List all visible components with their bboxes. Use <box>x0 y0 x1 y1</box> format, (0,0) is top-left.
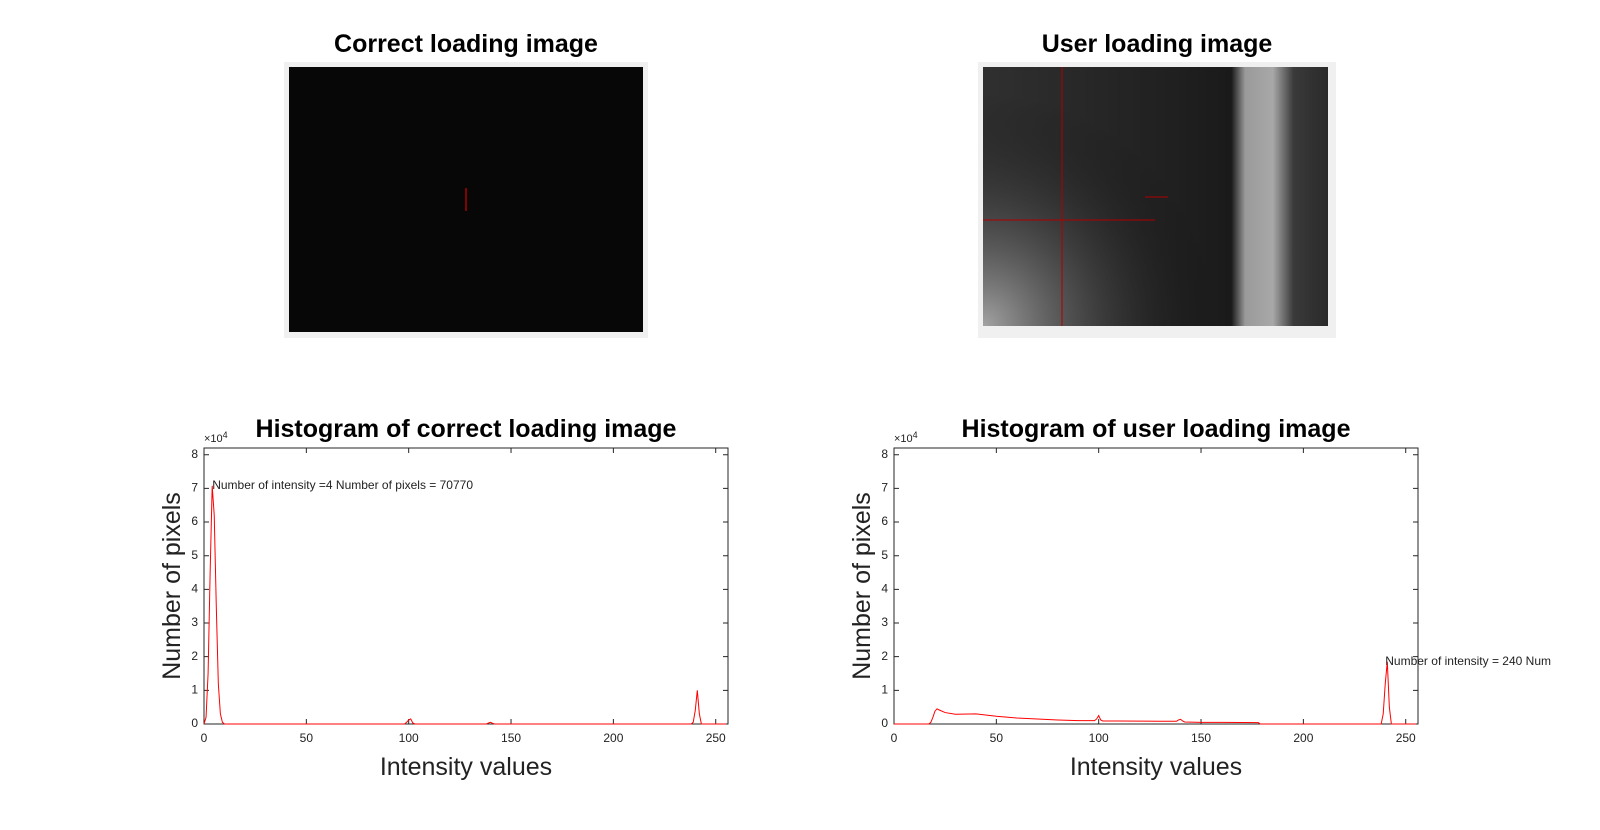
chart-title: Histogram of correct loading image <box>256 415 677 443</box>
multiplier-base: ×10 <box>894 433 913 445</box>
y-multiplier: ×104 <box>204 430 228 445</box>
x-tick-label: 150 <box>501 731 521 745</box>
x-tick-label: 200 <box>1293 731 1313 745</box>
y-tick-label: 1 <box>881 683 888 697</box>
image-shading <box>983 67 1243 326</box>
y-tick-label: 1 <box>191 683 198 697</box>
y-tick-label: 0 <box>881 716 888 730</box>
plot-area <box>203 447 729 725</box>
y-tick-label: 2 <box>191 649 198 663</box>
multiplier-base: ×10 <box>204 433 223 445</box>
x-tick-label: 50 <box>990 731 1004 745</box>
image-title: User loading image <box>1042 30 1273 58</box>
y-tick-label: 7 <box>191 481 198 495</box>
x-tick-label: 250 <box>1396 731 1416 745</box>
x-axis-label: Intensity values <box>380 753 552 781</box>
x-axis-label: Intensity values <box>1070 753 1242 781</box>
x-tick-label: 50 <box>300 731 314 745</box>
y-axis-label: Number of pixels <box>158 492 186 680</box>
y-tick-label: 4 <box>191 582 198 596</box>
y-axis-label: Number of pixels <box>848 492 876 680</box>
x-tick-label: 200 <box>603 731 623 745</box>
histogram-line <box>894 661 1416 725</box>
y-tick-label: 3 <box>881 615 888 629</box>
plot-area <box>893 447 1419 725</box>
x-tick-label: 250 <box>706 731 726 745</box>
histogram-line <box>203 485 726 725</box>
y-tick-label: 8 <box>881 447 888 461</box>
x-tick-label: 0 <box>201 731 208 745</box>
x-tick-label: 150 <box>1191 731 1211 745</box>
y-tick-label: 7 <box>881 481 888 495</box>
y-tick-label: 6 <box>191 514 198 528</box>
y-tick-label: 6 <box>881 514 888 528</box>
annotation: Number of intensity =4 Number of pixels … <box>212 478 473 492</box>
y-tick-label: 3 <box>191 615 198 629</box>
y-tick-label: 0 <box>191 716 198 730</box>
y-tick-label: 5 <box>191 548 198 562</box>
y-tick-label: 4 <box>881 582 888 596</box>
x-tick-label: 100 <box>1089 731 1109 745</box>
multiplier-exponent: 4 <box>223 430 228 440</box>
x-tick-label: 0 <box>891 731 898 745</box>
y-tick-label: 5 <box>881 548 888 562</box>
y-multiplier: ×104 <box>894 430 918 445</box>
chart-title: Histogram of user loading image <box>962 415 1351 443</box>
x-tick-label: 100 <box>399 731 419 745</box>
image-title: Correct loading image <box>334 30 598 58</box>
annotation: Number of intensity = 240 Num <box>1385 654 1551 668</box>
y-tick-label: 8 <box>191 447 198 461</box>
multiplier-exponent: 4 <box>913 430 918 440</box>
y-tick-label: 2 <box>881 649 888 663</box>
